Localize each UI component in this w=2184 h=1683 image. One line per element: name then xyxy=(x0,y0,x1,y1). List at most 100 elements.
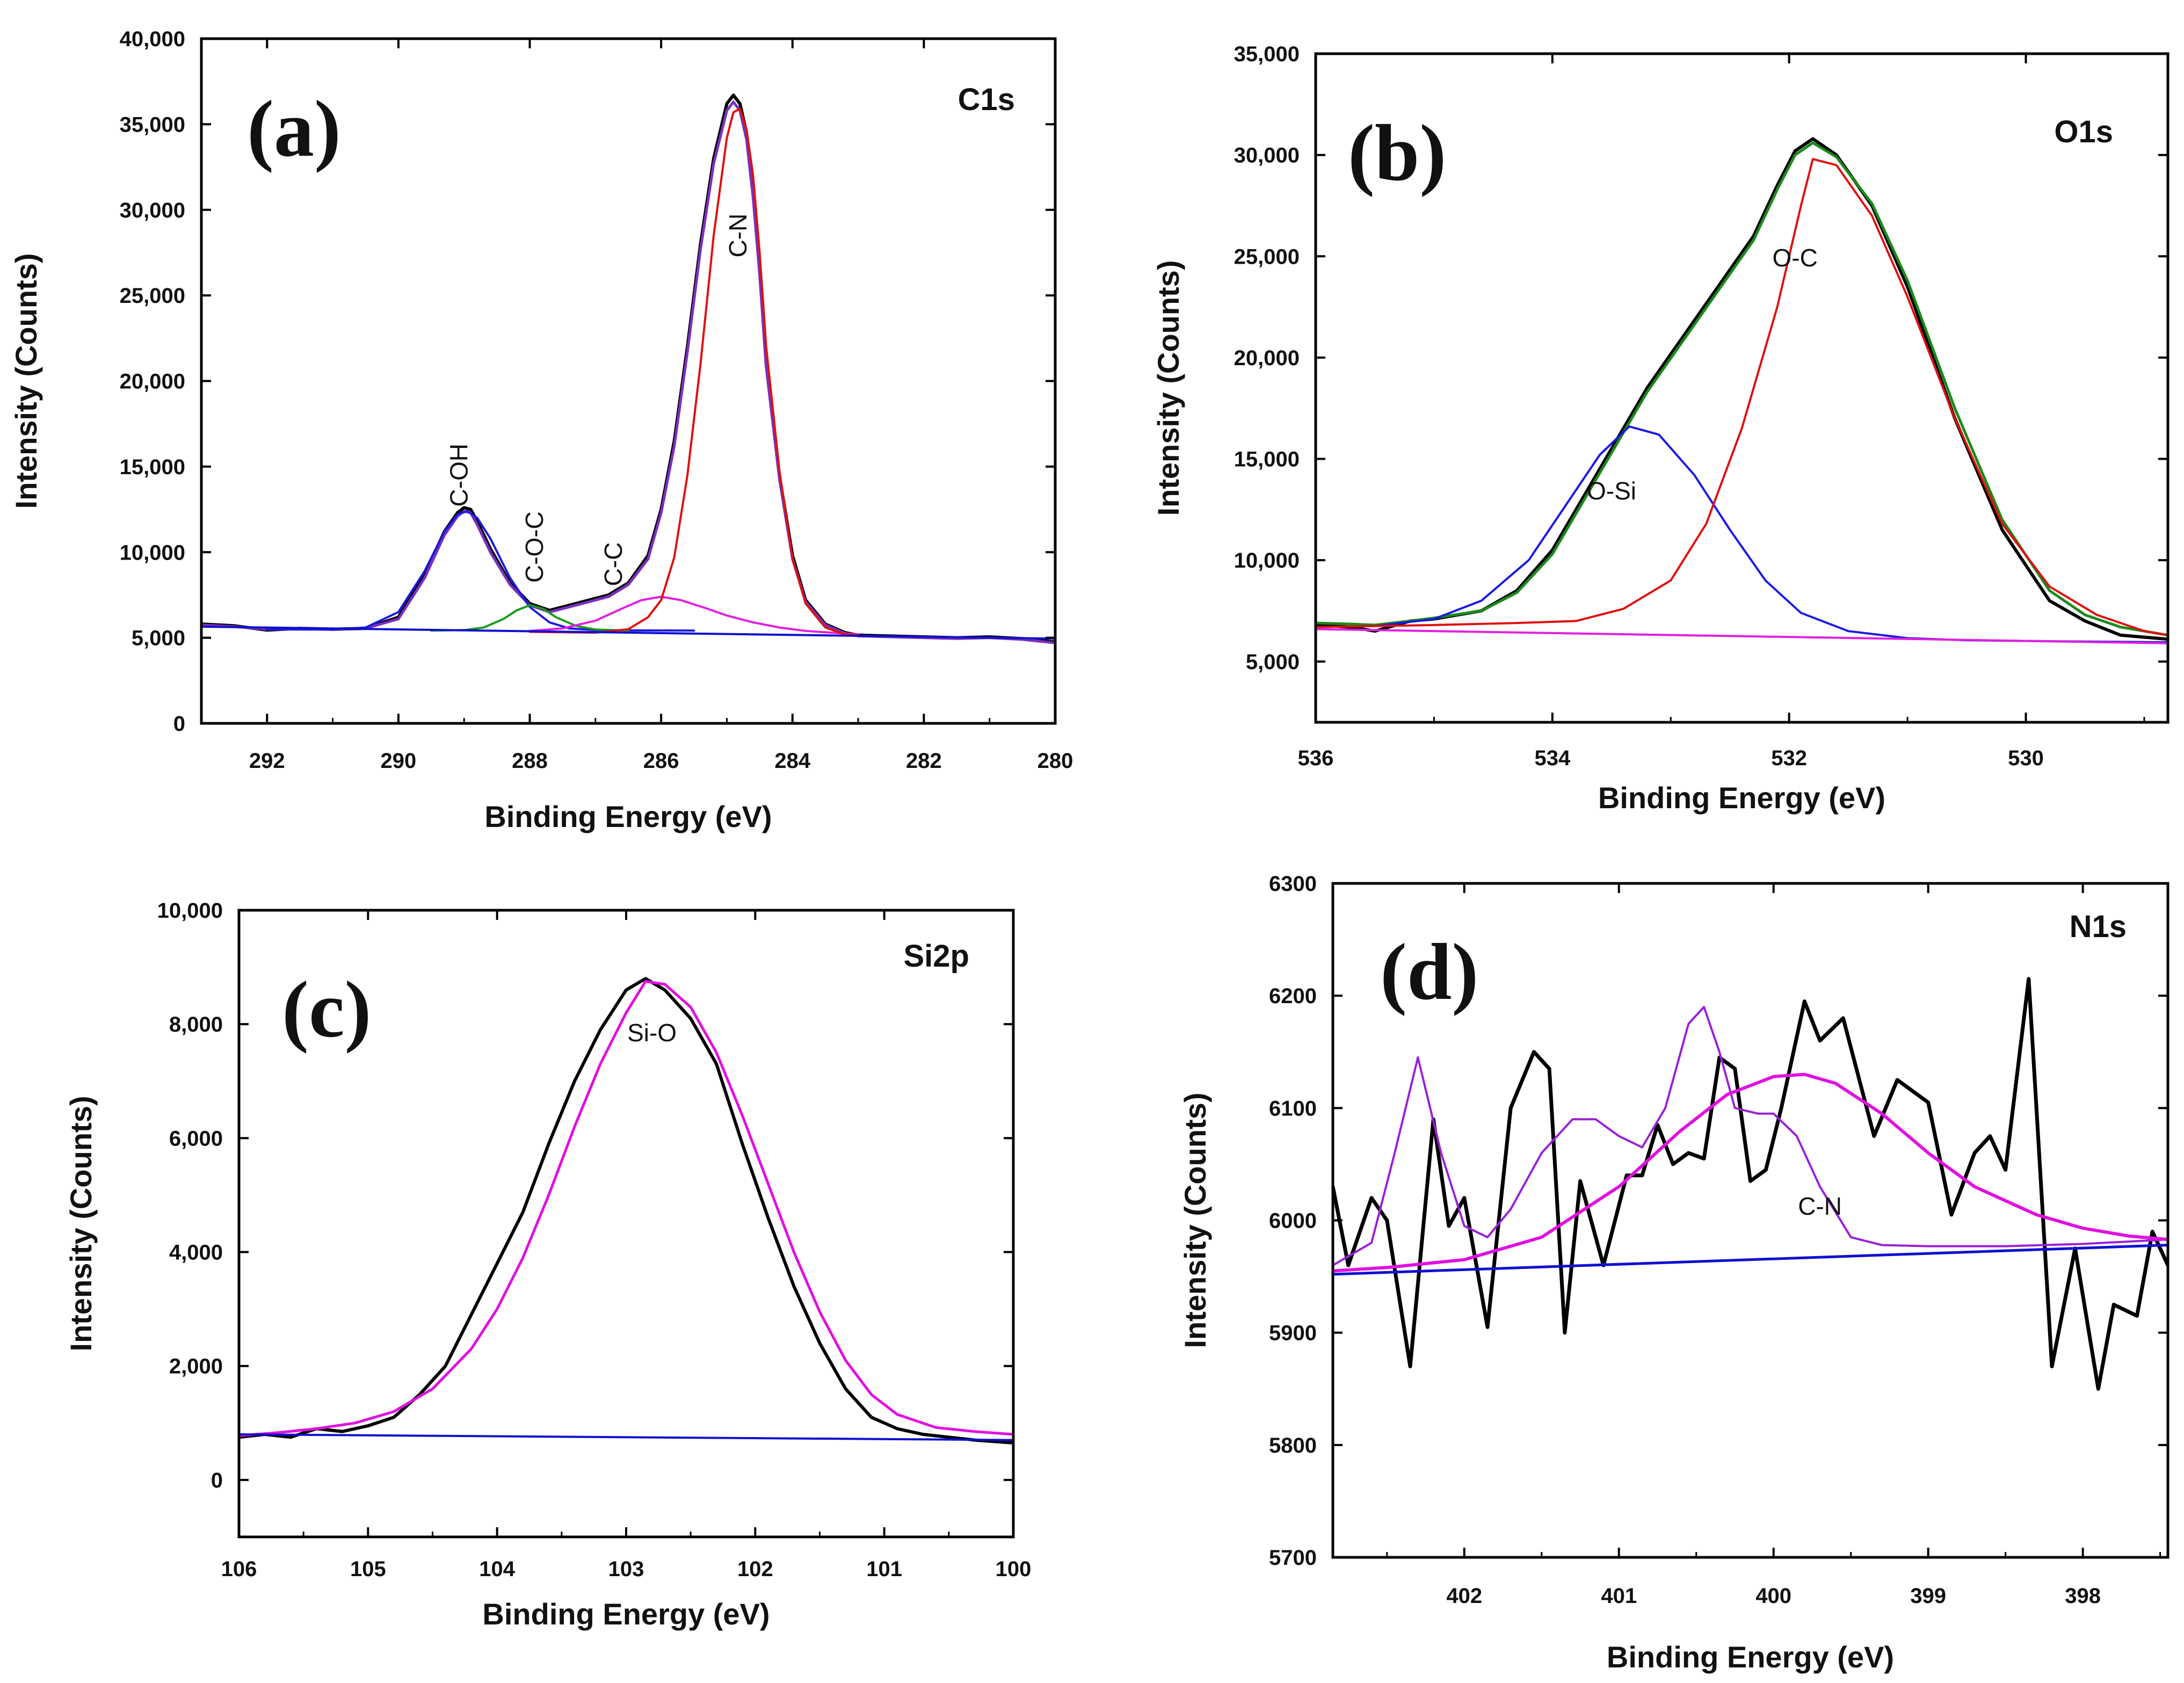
series-baseline xyxy=(239,1433,1013,1441)
peak-annotation: Si-O xyxy=(627,1019,677,1047)
y-tick-label: 5,000 xyxy=(1246,650,1300,674)
x-tick-label: 101 xyxy=(866,1557,902,1581)
panel-title: O1s xyxy=(2054,114,2113,149)
series-measured xyxy=(201,93,1055,644)
y-tick-label: 6000 xyxy=(1269,1209,1317,1233)
y-tick-label: 0 xyxy=(211,1469,223,1492)
y-tick-label: 15,000 xyxy=(120,455,185,479)
series-envelope xyxy=(1316,141,2168,637)
panel-title: N1s xyxy=(2070,909,2127,944)
peak-annotation: C-N xyxy=(1798,1192,1842,1220)
series-group xyxy=(1333,977,2168,1391)
y-tick-label: 35,000 xyxy=(1234,42,1300,66)
x-tick-label: 104 xyxy=(479,1557,515,1581)
x-tick-label: 534 xyxy=(1534,746,1570,770)
panel-letter: (b) xyxy=(1348,108,1446,198)
x-tick-label: 536 xyxy=(1298,746,1334,770)
peak-annotation: C-O-C xyxy=(520,511,548,583)
peak-annotation: O-C xyxy=(1773,244,1818,272)
x-tick-label: 106 xyxy=(221,1557,257,1581)
panel-title: Si2p xyxy=(904,939,970,974)
y-tick-label: 25,000 xyxy=(1234,245,1300,269)
y-tick-label: 30,000 xyxy=(120,199,185,222)
series-o-si-fit xyxy=(1316,425,2168,643)
series-c-n-fit xyxy=(528,107,860,636)
series-envelope xyxy=(201,100,1055,644)
y-axis-title: Intensity (Counts) xyxy=(64,1096,98,1352)
series-o-c-fit xyxy=(1316,158,2168,636)
x-tick-label: 402 xyxy=(1446,1584,1482,1608)
series-group xyxy=(239,977,1013,1445)
series-baseline xyxy=(201,625,1055,640)
y-tick-label: 10,000 xyxy=(1234,549,1300,572)
x-tick-label: 288 xyxy=(512,749,548,773)
panel-letter: (d) xyxy=(1380,927,1478,1017)
y-tick-label: 25,000 xyxy=(120,284,185,308)
series-group xyxy=(201,93,1055,644)
panel-a: 292 290 288 286 284 282 280 0 5,000 10,000 15,000 2… xyxy=(9,27,1073,833)
series-c-oh-fit xyxy=(266,510,695,632)
x-tick-label: 100 xyxy=(996,1557,1032,1581)
y-axis-title: Intensity (Counts) xyxy=(9,253,43,509)
y-tick-label: 5700 xyxy=(1269,1546,1317,1570)
series-measured xyxy=(1333,977,2168,1391)
y-axis-title: Intensity (Counts) xyxy=(1178,1093,1212,1348)
series-baseline xyxy=(1316,628,2168,644)
peak-annotation: O-Si xyxy=(1587,477,1636,505)
x-tick-label: 400 xyxy=(1755,1584,1791,1608)
peak-annotation: C-C xyxy=(599,542,627,586)
x-tick-label: 105 xyxy=(350,1557,386,1581)
panel-letter: (c) xyxy=(282,965,371,1054)
x-axis-title: Binding Energy (eV) xyxy=(482,1597,770,1631)
y-tick-label: 20,000 xyxy=(120,370,185,394)
y-tick-label: 5900 xyxy=(1269,1322,1317,1345)
y-tick-label: 5800 xyxy=(1269,1434,1317,1457)
panel-b: 536 534 532 530 5,000 10,000 15,000 20,000 25,00… xyxy=(1151,42,2170,815)
series-measured xyxy=(1316,137,2168,641)
x-axis-title: Binding Energy (eV) xyxy=(484,800,772,833)
y-tick-label: 30,000 xyxy=(1234,144,1300,168)
y-tick-label: 40,000 xyxy=(120,27,185,51)
y-tick-label: 4,000 xyxy=(169,1241,223,1265)
y-tick-label: 5,000 xyxy=(132,627,185,650)
x-tick-label: 398 xyxy=(2065,1584,2101,1608)
peak-annotation: C-OH xyxy=(445,444,473,507)
x-tick-label: 282 xyxy=(906,749,942,773)
x-tick-label: 530 xyxy=(2008,746,2044,770)
y-tick-label: 20,000 xyxy=(1234,346,1300,370)
y-tick-label: 6100 xyxy=(1269,1097,1317,1120)
plot-frame xyxy=(1314,52,2170,724)
y-tick-label: 15,000 xyxy=(1234,448,1300,471)
y-tick-label: 35,000 xyxy=(120,113,185,136)
y-tick-label: 6,000 xyxy=(169,1127,223,1150)
x-tick-label: 103 xyxy=(608,1557,644,1581)
x-tick-label: 280 xyxy=(1037,749,1073,773)
x-tick-label: 286 xyxy=(643,749,679,773)
x-tick-label: 290 xyxy=(381,749,417,773)
x-axis-title: Binding Energy (eV) xyxy=(1598,781,1885,815)
y-tick-label: 6200 xyxy=(1269,984,1317,1008)
x-tick-label: 401 xyxy=(1601,1584,1637,1608)
panel-title: C1s xyxy=(958,82,1015,117)
x-tick-label: 292 xyxy=(249,749,285,773)
x-tick-label: 399 xyxy=(1910,1584,1946,1608)
x-axis-title: Binding Energy (eV) xyxy=(1607,1640,1894,1674)
peak-annotation: C-N xyxy=(724,214,752,258)
y-tick-label: 0 xyxy=(173,712,185,736)
x-tick-label: 102 xyxy=(737,1557,773,1581)
x-tick-label: 284 xyxy=(774,749,810,773)
series-c-n-fit xyxy=(1333,1072,2168,1273)
panel-letter: (a) xyxy=(247,84,341,173)
series-measured xyxy=(239,977,1013,1445)
series-si-o-fit xyxy=(239,980,1013,1437)
y-tick-label: 2,000 xyxy=(169,1355,223,1379)
series-component-fit xyxy=(1333,1006,2168,1267)
panel-d: 402 401 400 399 398 5700 5800 5900 6000 6100 6200 6… xyxy=(1178,872,2170,1674)
panel-c: 106 105 104 103 102 101 100 0 2,000 4,000 6,000 8,0… xyxy=(64,899,1031,1631)
series-group xyxy=(1316,137,2168,644)
series-baseline xyxy=(1333,1244,2168,1276)
x-tick-label: 532 xyxy=(1771,746,1807,770)
y-tick-label: 10,000 xyxy=(157,899,223,923)
y-axis-title: Intensity (Counts) xyxy=(1151,260,1185,516)
